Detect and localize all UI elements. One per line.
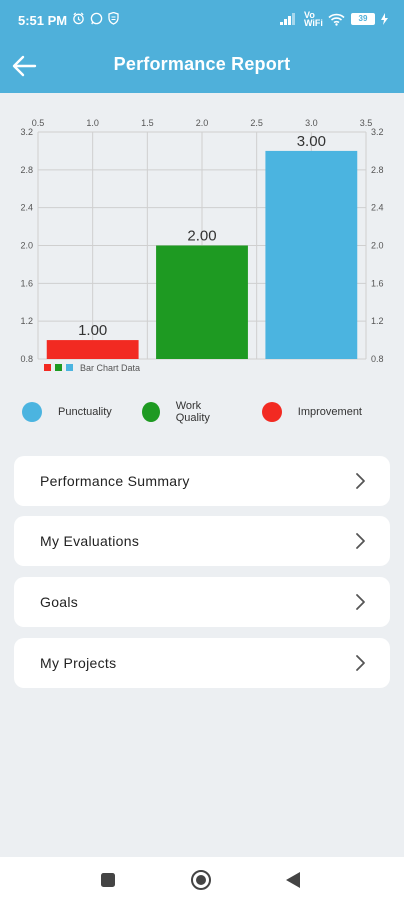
legend-swatch <box>55 364 62 371</box>
bar-data-label: 1.00 <box>78 322 107 339</box>
y-tick-label-right: 2.8 <box>371 165 384 175</box>
legend-swatch <box>44 364 51 371</box>
x-tick-label: 0.5 <box>32 118 45 128</box>
performance-summary-button[interactable]: Performance Summary <box>14 456 390 506</box>
y-tick-label-right: 3.2 <box>371 127 384 137</box>
status-notification-icons <box>72 12 119 25</box>
page-title: Performance Report <box>113 54 291 74</box>
signal-icon <box>280 13 295 25</box>
charging-icon <box>381 13 388 25</box>
bar-data-label: 2.00 <box>187 228 216 245</box>
status-time: 5:51 PM <box>18 13 68 28</box>
whatsapp-icon <box>90 12 103 25</box>
legend-swatch <box>66 364 73 371</box>
y-tick-label-left: 0.8 <box>20 354 33 364</box>
legend-item-punctuality: Punctuality <box>22 402 112 422</box>
x-tick-label: 3.0 <box>305 118 318 128</box>
y-tick-label-right: 1.6 <box>371 278 384 288</box>
status-bar: 5:51 PM Vo WiFi 39 <box>0 0 404 40</box>
recent-apps-icon[interactable] <box>100 872 116 888</box>
x-tick-label: 2.5 <box>250 118 263 128</box>
battery-icon: 39 <box>351 13 375 25</box>
card-label: Goals <box>40 594 79 610</box>
y-tick-label-left: 2.4 <box>20 203 33 213</box>
status-system-icons: Vo WiFi 39 <box>280 10 388 28</box>
bar <box>265 150 358 359</box>
system-nav-bar <box>0 857 404 900</box>
bar-data-label: 3.00 <box>297 133 326 150</box>
chart-legend: Punctuality Work Quality Improvement <box>22 400 392 424</box>
bar <box>156 245 248 359</box>
x-tick-label: 2.0 <box>196 118 209 128</box>
vowifi-label: Vo WiFi <box>304 10 323 28</box>
card-label: My Evaluations <box>40 533 140 549</box>
legend-label: Improvement <box>297 406 362 418</box>
legend-item-work-quality: Work Quality <box>141 400 232 424</box>
my-evaluations-button[interactable]: My Evaluations <box>14 516 390 566</box>
legend-item-improvement: Improvement <box>261 402 362 422</box>
bar-chart: 0.5 1.0 1.5 2.0 2.5 3.0 3.5 0.8 0.8 1.2 1.2 1.6 1.6 2… <box>20 118 384 373</box>
back-icon[interactable] <box>284 871 302 889</box>
y-tick-label-left: 1.2 <box>20 316 33 326</box>
y-tick-label-left: 2.0 <box>20 241 33 251</box>
x-tick-label: 1.5 <box>141 118 154 128</box>
card-label: My Projects <box>40 655 117 671</box>
y-tick-label-right: 2.0 <box>371 241 384 251</box>
legend-dot <box>22 402 42 422</box>
y-tick-label-left: 1.6 <box>20 278 33 288</box>
legend-label: Punctuality <box>58 406 112 418</box>
chevron-right-icon <box>356 473 365 489</box>
legend-dot <box>141 402 160 422</box>
x-tick-label: 1.0 <box>86 118 99 128</box>
chevron-right-icon <box>356 655 365 671</box>
legend-label: Work Quality <box>175 400 210 424</box>
y-tick-label-right: 1.2 <box>371 316 384 326</box>
app-header: 5:51 PM Vo WiFi 39 Performance Report <box>0 0 404 93</box>
goals-button[interactable]: Goals <box>14 577 390 627</box>
shield-icon <box>108 12 119 25</box>
performance-chart: 0.5 1.0 1.5 2.0 2.5 3.0 3.5 0.8 0.8 1.2 1.2 1.6 1.6 2… <box>0 112 404 382</box>
home-icon[interactable] <box>190 869 212 891</box>
legend-dot <box>261 402 282 422</box>
chevron-right-icon <box>356 533 365 549</box>
bar <box>46 340 139 359</box>
y-tick-label-left: 2.8 <box>20 165 33 175</box>
arrow-left-icon[interactable] <box>10 52 38 80</box>
wifi-icon <box>328 13 345 26</box>
y-tick-label-right: 0.8 <box>371 354 384 364</box>
x-tick-label: 3.5 <box>360 118 373 128</box>
alarm-icon <box>73 12 84 25</box>
my-projects-button[interactable]: My Projects <box>14 638 390 688</box>
chart-legend-label: Bar Chart Data <box>80 363 140 373</box>
y-tick-label-right: 2.4 <box>371 203 384 213</box>
chevron-right-icon <box>356 594 365 610</box>
card-label: Performance Summary <box>40 473 190 489</box>
y-tick-label-left: 3.2 <box>20 127 33 137</box>
